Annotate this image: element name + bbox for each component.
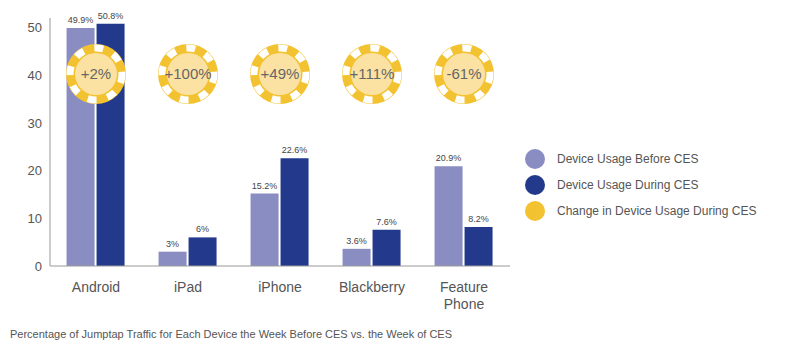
svg-text:iPhone: iPhone	[258, 279, 302, 295]
svg-text:-61%: -61%	[446, 65, 481, 82]
svg-text:iPad: iPad	[174, 279, 202, 295]
svg-text:7.6%: 7.6%	[376, 217, 397, 227]
html-text:Change in Device Usage During: Change in Device Usage During CES	[557, 204, 757, 218]
svg-text:FeaturePhone: FeaturePhone	[440, 279, 488, 312]
svg-text:30: 30	[28, 116, 42, 131]
svg-text:40: 40	[28, 68, 42, 83]
svg-text:Android: Android	[72, 279, 120, 295]
html-text:Device Usage During CES: Device Usage During CES	[557, 178, 699, 192]
svg-text:50: 50	[28, 20, 42, 35]
svg-text:3.6%: 3.6%	[346, 236, 367, 246]
svg-text:22.6%: 22.6%	[282, 145, 308, 155]
html-text:Percentage of Jumptap Traffic: Percentage of Jumptap Traffic for Each D…	[10, 328, 452, 340]
svg-text:50.8%: 50.8%	[98, 11, 124, 21]
svg-text:10: 10	[28, 211, 42, 226]
svg-text:0: 0	[35, 259, 42, 274]
svg-text:3%: 3%	[166, 239, 179, 249]
svg-text:+49%: +49%	[261, 65, 300, 82]
svg-text:+100%: +100%	[164, 65, 211, 82]
svg-text:8.2%: 8.2%	[468, 214, 489, 224]
svg-text:6%: 6%	[196, 224, 209, 234]
svg-text:15.2%: 15.2%	[252, 181, 278, 191]
svg-text:+2%: +2%	[81, 65, 111, 82]
svg-text:20.9%: 20.9%	[436, 153, 462, 163]
svg-text:+111%: +111%	[350, 65, 395, 82]
svg-text:Blackberry: Blackberry	[339, 279, 405, 295]
svg-text:20: 20	[28, 163, 42, 178]
html-text:Device Usage Before CES: Device Usage Before CES	[557, 152, 699, 166]
svg-text:49.9%: 49.9%	[68, 15, 94, 25]
